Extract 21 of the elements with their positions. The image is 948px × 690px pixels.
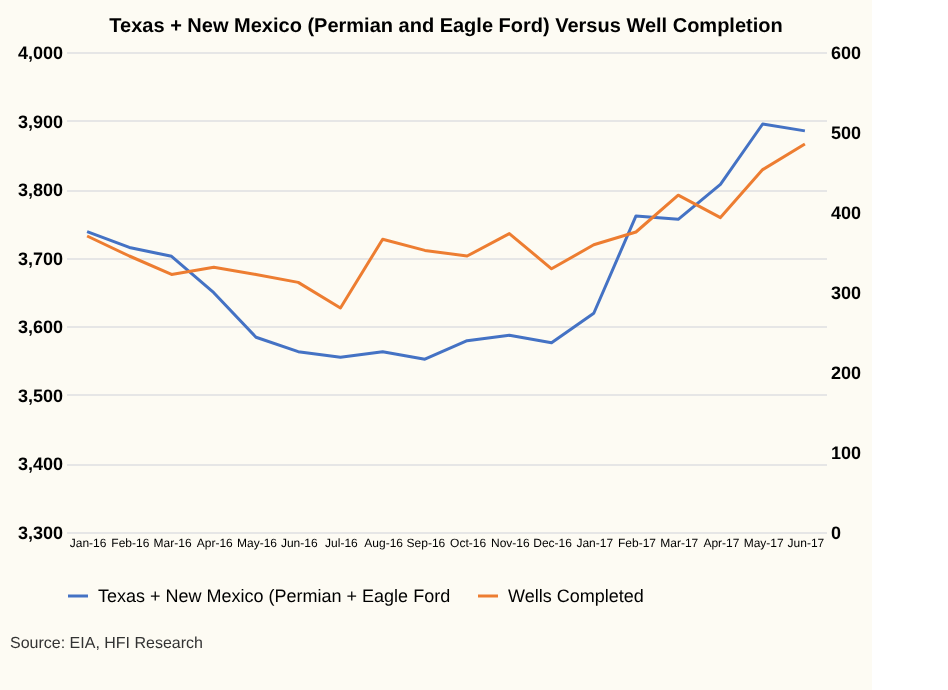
y-tick-label: 3,700 <box>17 248 63 269</box>
y-tick-label: 3,500 <box>17 385 63 406</box>
line-series <box>85 142 807 310</box>
chart-title: Texas + New Mexico (Permian and Eagle Ford) Versus Well Completion <box>109 16 783 38</box>
y2-tick-label: 300 <box>831 283 862 303</box>
y-tick-label: 3,900 <box>17 111 63 132</box>
line-series <box>85 122 807 361</box>
y-tick-label: 3,300 <box>17 523 63 543</box>
y2-tick-label: 600 <box>831 43 862 63</box>
y2-tick-label: 400 <box>831 203 862 223</box>
legend-label: Texas + New Mexico (Permian + Eagle Ford <box>98 586 451 606</box>
source-note: Source: EIA, HFI Research <box>10 634 203 652</box>
y-tick-label: 3,400 <box>17 454 63 475</box>
legend-label: Wells Completed <box>508 586 644 606</box>
y2-tick-label: 100 <box>831 443 862 463</box>
y-tick-label: 3,600 <box>17 317 63 338</box>
y2-tick-label: 0 <box>831 523 842 543</box>
y-tick-label: 4,000 <box>17 43 63 63</box>
y2-tick-label: 200 <box>831 363 862 383</box>
y-tick-label: 3,800 <box>17 180 63 201</box>
y2-tick-label: 500 <box>831 123 862 143</box>
